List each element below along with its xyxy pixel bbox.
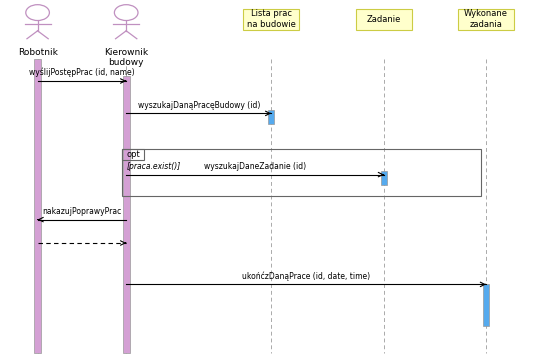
Bar [381, 171, 387, 185]
Text: Lista prac
na budowie: Lista prac na budowie [246, 9, 296, 29]
Bar [355, 9, 412, 30]
Text: opt: opt [126, 150, 140, 159]
Text: Robotnik: Robotnik [18, 48, 57, 57]
Bar [122, 149, 144, 160]
Text: Wykonane
zadania: Wykonane zadania [464, 9, 508, 29]
Bar [122, 149, 481, 196]
Text: ukońćzDanąPrace (id, date, time): ukońćzDanąPrace (id, date, time) [242, 271, 370, 281]
Text: wyszukajDanąPracęBudowy (id): wyszukajDanąPracęBudowy (id) [137, 101, 260, 110]
Bar [483, 284, 489, 326]
Bar [243, 9, 300, 30]
Bar [34, 59, 41, 353]
Text: Zadanie: Zadanie [367, 14, 401, 23]
Bar [122, 76, 130, 353]
Bar [268, 110, 274, 124]
Text: wyślijPostępPrac (id, name): wyślijPostępPrac (id, name) [29, 68, 135, 77]
Bar [458, 9, 514, 30]
Text: Kierownik
budowy: Kierownik budowy [104, 48, 148, 67]
Text: [praca.exist()]: [praca.exist()] [127, 162, 181, 171]
Text: nakazujPoprawyPrac: nakazujPoprawyPrac [42, 207, 121, 216]
Text: wyszukajDaneZadanie (id): wyszukajDaneZadanie (id) [204, 162, 306, 171]
